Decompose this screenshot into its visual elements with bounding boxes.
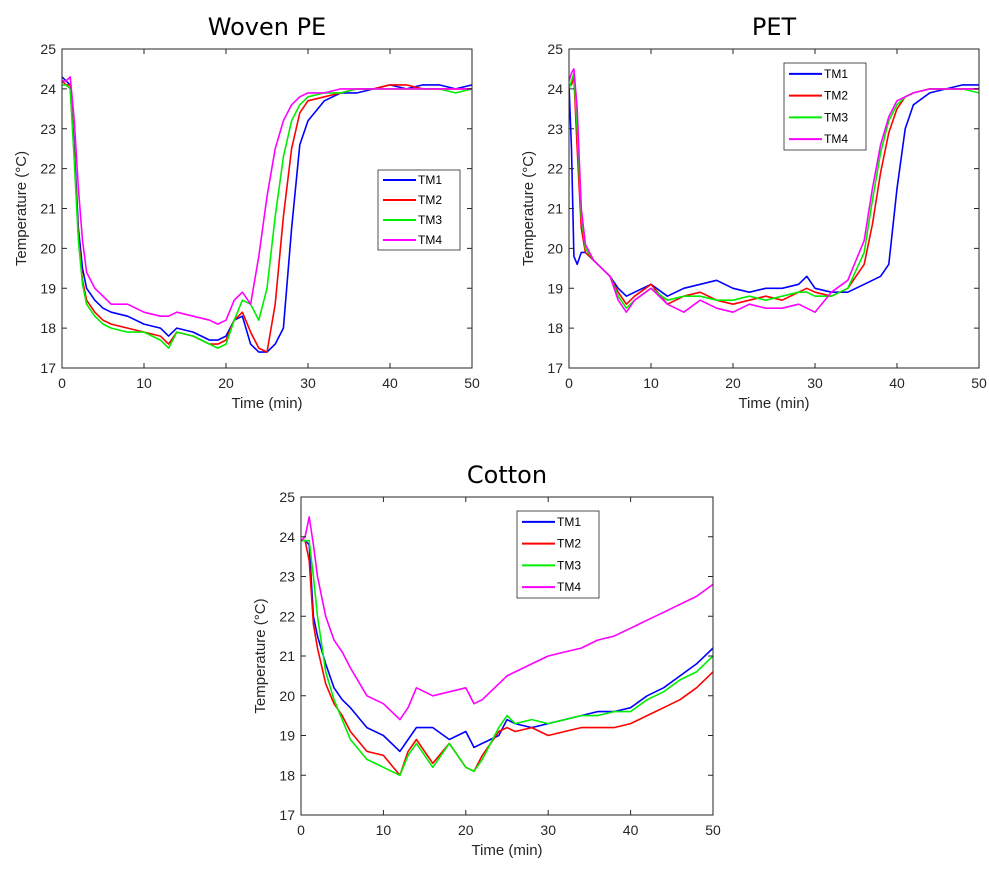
legend: TM1 TM2 TM3 TM4 bbox=[377, 169, 461, 251]
series-line-tm4 bbox=[62, 76, 472, 325]
legend-label-tm3: TM3 bbox=[418, 213, 442, 227]
y-tick-label: 19 bbox=[279, 728, 295, 744]
x-tick-label: 40 bbox=[623, 822, 639, 838]
legend-label-tm4: TM4 bbox=[418, 233, 442, 247]
y-tick-label: 24 bbox=[279, 529, 295, 545]
series-line-tm4 bbox=[569, 68, 979, 313]
chart-panel-2: PET 0 10 20 30 40 50 17 18 19 20 21 22 23 24 25 Time (mi… bbox=[520, 13, 987, 412]
x-tick-label: 50 bbox=[971, 375, 987, 391]
legend-label-tm3: TM3 bbox=[824, 110, 848, 124]
series-line-tm4 bbox=[301, 516, 713, 721]
y-tick-label: 25 bbox=[40, 41, 56, 57]
y-tick-label: 17 bbox=[279, 807, 295, 823]
x-tick-label: 20 bbox=[458, 822, 474, 838]
x-tick-label: 50 bbox=[464, 375, 480, 391]
chart-title: PET bbox=[752, 13, 797, 41]
legend-label-tm2: TM2 bbox=[418, 193, 442, 207]
x-tick-label: 40 bbox=[382, 375, 398, 391]
y-tick-label: 23 bbox=[279, 569, 295, 585]
y-tick-label: 24 bbox=[40, 81, 56, 97]
y-tick-label: 17 bbox=[547, 360, 563, 376]
y-tick-label: 22 bbox=[547, 161, 563, 177]
x-axis-label: Time (min) bbox=[471, 842, 542, 859]
x-tick-label: 0 bbox=[58, 375, 66, 391]
legend-label-tm3: TM3 bbox=[557, 558, 581, 572]
plot-frame bbox=[568, 48, 980, 369]
y-tick-label: 19 bbox=[547, 280, 563, 296]
y-tick-label: 19 bbox=[40, 280, 56, 296]
x-tick-label: 10 bbox=[376, 822, 392, 838]
y-tick-label: 25 bbox=[547, 41, 563, 57]
legend-label-tm2: TM2 bbox=[557, 537, 581, 551]
x-axis-label: Time (min) bbox=[231, 395, 302, 412]
y-axis-label: Temperature (°C) bbox=[13, 151, 30, 266]
chart-title: Woven PE bbox=[208, 13, 326, 41]
x-tick-label: 30 bbox=[540, 822, 556, 838]
series-line-tm1 bbox=[301, 539, 713, 753]
legend: TM1 TM2 TM3 TM4 bbox=[516, 510, 600, 599]
y-tick-label: 23 bbox=[40, 121, 56, 137]
x-tick-label: 0 bbox=[297, 822, 305, 838]
x-tick-label: 10 bbox=[643, 375, 659, 391]
y-tick-label: 20 bbox=[40, 240, 56, 256]
x-tick-label: 0 bbox=[565, 375, 573, 391]
x-tick-label: 30 bbox=[807, 375, 823, 391]
y-tick-label: 17 bbox=[40, 360, 56, 376]
legend-box bbox=[783, 62, 867, 151]
legend-box bbox=[516, 510, 600, 599]
y-tick-label: 18 bbox=[279, 767, 295, 783]
y-tick-label: 18 bbox=[547, 320, 563, 336]
y-tick-label: 22 bbox=[279, 608, 295, 624]
legend-label-tm4: TM4 bbox=[824, 132, 848, 146]
series-line-tm1 bbox=[569, 84, 979, 297]
x-tick-label: 20 bbox=[218, 375, 234, 391]
y-tick-label: 20 bbox=[547, 240, 563, 256]
y-tick-label: 18 bbox=[40, 320, 56, 336]
y-tick-label: 22 bbox=[40, 161, 56, 177]
y-axis-label: Temperature (°C) bbox=[520, 151, 537, 266]
chart-panel-1: Woven PE 0 10 20 30 40 50 17 18 19 20 21 22 23 24 25 Tim… bbox=[13, 13, 480, 412]
legend-label-tm1: TM1 bbox=[557, 515, 581, 529]
x-tick-label: 40 bbox=[889, 375, 905, 391]
legend-label-tm1: TM1 bbox=[824, 67, 848, 81]
y-tick-label: 21 bbox=[40, 201, 56, 217]
y-tick-label: 21 bbox=[279, 648, 295, 664]
legend-label-tm2: TM2 bbox=[824, 89, 848, 103]
legend-label-tm4: TM4 bbox=[557, 580, 581, 594]
x-tick-label: 20 bbox=[725, 375, 741, 391]
legend-label-tm1: TM1 bbox=[418, 173, 442, 187]
legend-box bbox=[377, 169, 461, 251]
x-tick-label: 50 bbox=[705, 822, 721, 838]
y-tick-label: 24 bbox=[547, 81, 563, 97]
series-line-tm3 bbox=[569, 72, 979, 309]
x-tick-label: 10 bbox=[136, 375, 152, 391]
plot-frame bbox=[300, 496, 714, 816]
y-tick-label: 25 bbox=[279, 489, 295, 505]
x-tick-label: 30 bbox=[300, 375, 316, 391]
chart-panel-3: Cotton 0 10 20 30 40 50 17 18 19 20 21 22 23 24 25 Time … bbox=[252, 461, 721, 859]
chart-title: Cotton bbox=[467, 461, 547, 489]
y-axis-label: Temperature (°C) bbox=[252, 598, 269, 713]
x-axis-label: Time (min) bbox=[738, 395, 809, 412]
series-line-tm3 bbox=[301, 539, 713, 777]
legend: TM1 TM2 TM3 TM4 bbox=[783, 62, 867, 151]
y-tick-label: 21 bbox=[547, 201, 563, 217]
y-tick-label: 23 bbox=[547, 121, 563, 137]
series-line-tm2 bbox=[301, 539, 713, 777]
series-line-tm2 bbox=[569, 76, 979, 305]
y-tick-label: 20 bbox=[279, 688, 295, 704]
